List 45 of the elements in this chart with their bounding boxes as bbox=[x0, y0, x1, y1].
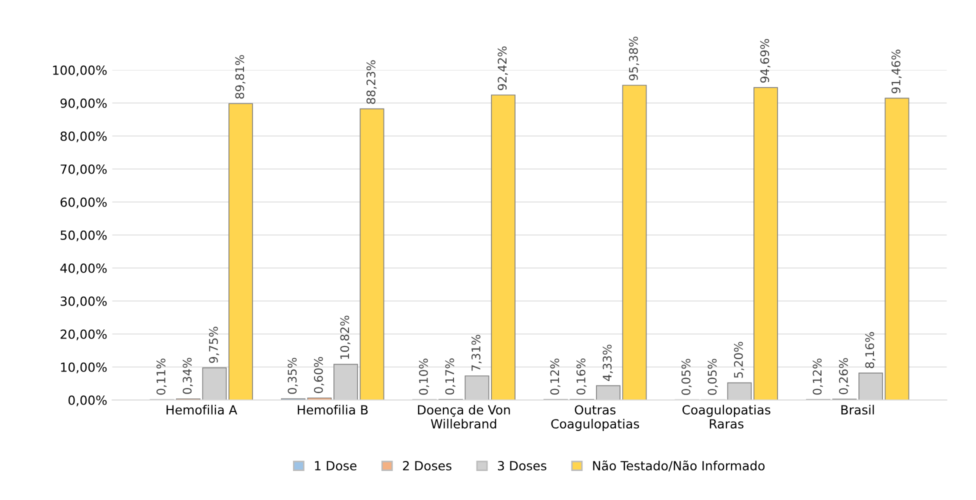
x-tick-label: Hemofilia B bbox=[298, 404, 368, 415]
x-tick-label: Hemofilia A bbox=[166, 404, 238, 415]
data-label: 0,60% bbox=[314, 357, 324, 394]
x-tick-label: Coagulopatias Raras bbox=[682, 404, 770, 429]
x-tick-label: Outras Coagulopatias bbox=[551, 405, 640, 431]
data-label: 94,69% bbox=[760, 38, 770, 83]
data-label: 95,38% bbox=[628, 36, 640, 80]
y-tick-label: 30,00% bbox=[60, 296, 107, 308]
data-label: 8,16% bbox=[865, 332, 876, 368]
data-label: 5,20% bbox=[734, 342, 744, 378]
legend-label: 3 Doses bbox=[498, 460, 546, 470]
data-label: 10,82% bbox=[340, 316, 350, 359]
y-tick-label: 20,00% bbox=[60, 329, 107, 340]
data-label: 0,34% bbox=[182, 358, 193, 394]
data-label: 91,46% bbox=[891, 50, 902, 94]
y-tick-label: 40,00% bbox=[60, 263, 107, 274]
y-tick-label: 80,00% bbox=[60, 131, 107, 142]
y-tick-label: 90,00% bbox=[60, 98, 107, 110]
data-label: 4,33% bbox=[602, 344, 613, 381]
x-tick-label: Doença de Von Willebrand bbox=[418, 404, 510, 429]
y-tick-label: 70,00% bbox=[60, 164, 107, 176]
y-tick-label: 10,00% bbox=[61, 362, 107, 374]
y-tick-label: 60,00% bbox=[60, 197, 107, 208]
data-label: 0,10% bbox=[418, 358, 430, 395]
data-label: 92,42% bbox=[498, 46, 508, 90]
data-label: 7,31% bbox=[471, 334, 482, 371]
legend-label: Não Testado/Não Informado bbox=[593, 460, 765, 472]
y-tick-label: 0,00% bbox=[68, 395, 107, 406]
data-label: 9,75% bbox=[208, 326, 220, 363]
x-tick-label: Brasil bbox=[841, 404, 874, 415]
legend-label: 1 Dose bbox=[315, 461, 356, 470]
data-label: 0,12% bbox=[550, 358, 560, 395]
data-label: 0,05% bbox=[681, 358, 692, 395]
data-label: 0,12% bbox=[812, 358, 823, 395]
y-tick-label: 50,00% bbox=[60, 230, 107, 242]
data-label: 88,23% bbox=[366, 60, 377, 104]
data-label: 0,16% bbox=[576, 358, 587, 395]
data-label: 0,05% bbox=[708, 358, 718, 395]
data-label: 89,81% bbox=[235, 55, 246, 99]
y-tick-label: 100,00% bbox=[53, 65, 107, 76]
data-label: 0,11% bbox=[156, 358, 167, 395]
data-label: 0,35% bbox=[288, 358, 298, 394]
legend-label: 2 Doses bbox=[403, 460, 452, 470]
data-label: 0,26% bbox=[838, 358, 850, 394]
data-label: 0,17% bbox=[445, 358, 456, 394]
